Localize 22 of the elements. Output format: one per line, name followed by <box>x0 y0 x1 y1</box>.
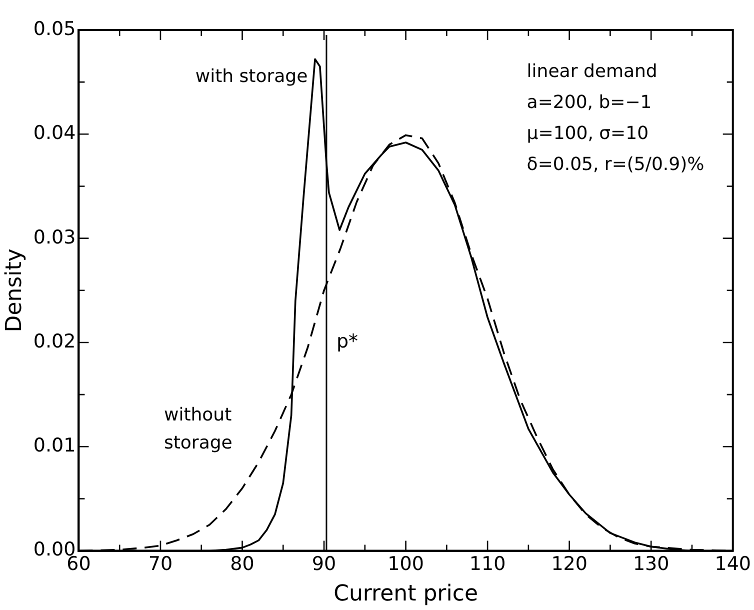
x-tick-label: 100 <box>388 553 424 576</box>
x-tick-label: 110 <box>469 553 506 576</box>
annotation: μ=100, σ=10 <box>526 122 649 144</box>
ref-line-label: p* <box>336 330 358 352</box>
x-tick-label: 90 <box>312 553 336 576</box>
annotation: δ=0.05, r=(5/0.9)% <box>526 154 704 175</box>
annotation: linear demand <box>526 60 658 82</box>
y-tick-label: 0.05 <box>33 18 76 40</box>
x-axis-title: Current price <box>334 582 478 607</box>
x-tick-label: 80 <box>230 553 254 576</box>
x-tick-label: 140 <box>714 553 751 576</box>
series-label: with storage <box>195 66 308 88</box>
y-tick-label: 0.02 <box>33 330 76 352</box>
y-tick-label: 0.01 <box>33 434 76 457</box>
x-tick-label: 130 <box>632 553 670 576</box>
y-tick-label: 0.04 <box>33 122 76 144</box>
x-tick-label: 70 <box>148 553 173 576</box>
x-tick-label: 120 <box>551 553 588 576</box>
series-label: without storage <box>164 404 232 454</box>
y-tick-label: 0.03 <box>33 226 76 248</box>
y-axis-title: Density <box>2 248 27 332</box>
annotation: a=200, b=−1 <box>526 92 652 113</box>
